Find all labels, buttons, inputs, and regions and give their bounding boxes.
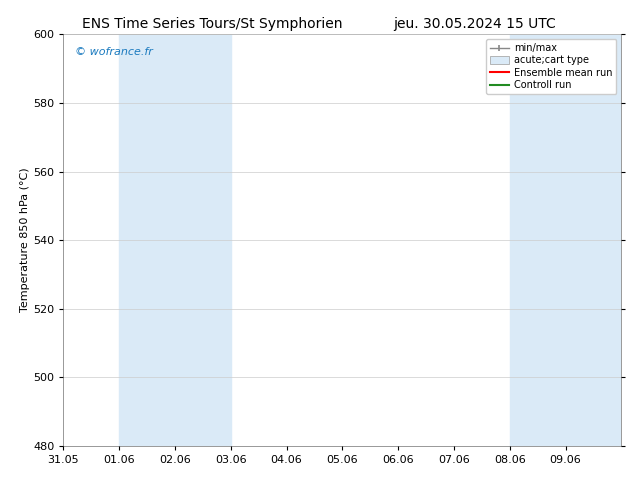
Bar (510, 34, 621, 446)
Y-axis label: Temperature 850 hPa (°C): Temperature 850 hPa (°C) (20, 168, 30, 313)
Text: ENS Time Series Tours/St Symphorien: ENS Time Series Tours/St Symphorien (82, 17, 343, 31)
Text: jeu. 30.05.2024 15 UTC: jeu. 30.05.2024 15 UTC (393, 17, 556, 31)
Legend: min/max, acute;cart type, Ensemble mean run, Controll run: min/max, acute;cart type, Ensemble mean … (486, 39, 616, 94)
Bar (119, 34, 231, 446)
Text: © wofrance.fr: © wofrance.fr (75, 47, 152, 57)
